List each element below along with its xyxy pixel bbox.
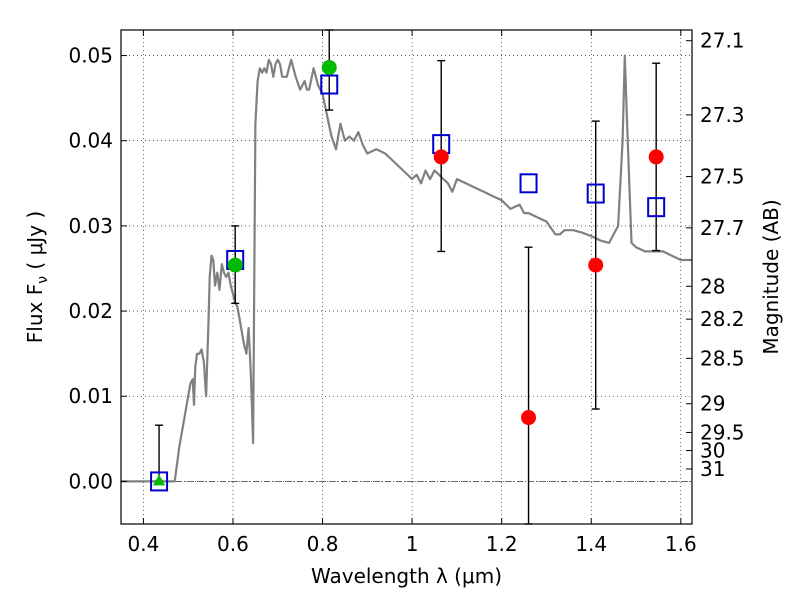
model-bandpass-square: [150, 471, 169, 492]
y2-tick-label: 29: [700, 392, 725, 416]
x-axis-label: Wavelength λ (μm): [311, 564, 502, 588]
observed-point-circle: [588, 257, 604, 273]
x-tick-label: 1: [406, 532, 419, 556]
y2-axis-label: Magnitude (AB): [759, 199, 783, 354]
y2-tick-label: 28.5: [700, 346, 745, 370]
model-bandpass-square: [586, 183, 605, 204]
model-spectrum: [121, 54, 692, 483]
x-tick-label: 1.6: [665, 532, 697, 556]
y2-tick-label: 27.7: [700, 216, 745, 240]
y-axis-label-main: Flux F: [23, 284, 47, 343]
x-tick-label: 1.4: [575, 532, 607, 556]
model-bandpass-square: [519, 173, 538, 194]
model-bandpass-square: [647, 197, 666, 218]
error-bars: [155, 29, 661, 525]
ticks: 0.4 0.6 0.8 1 1.2 1.4 1.6 0.00 0.01 0.02 0.03 0.04 0…: [68, 29, 744, 556]
y2-tick-label: 27.5: [700, 165, 745, 189]
y-tick-label: 0.02: [68, 299, 113, 323]
y2-tick-label: 28: [700, 274, 725, 298]
observed-point-circle: [521, 410, 537, 426]
observed-point-circle: [321, 59, 337, 75]
y-axis-label-subscript: ν: [35, 276, 51, 284]
model-spectrum-line: [121, 54, 692, 483]
y2-tick-label: 28.2: [700, 307, 745, 331]
observed-point-circle: [227, 257, 243, 273]
y-tick-label: 0.03: [68, 214, 113, 238]
x-tick-label: 0.6: [217, 532, 249, 556]
x-tick-label: 1.2: [486, 532, 518, 556]
y-tick-label: 0.01: [68, 384, 113, 408]
y-tick-label: 0.00: [68, 469, 113, 493]
y2-tick-label: 27.1: [700, 29, 745, 53]
model-bandpass-square: [320, 74, 339, 95]
x-tick-label: 0.8: [307, 532, 339, 556]
y2-tick-label: 31: [700, 457, 725, 481]
y2-tick-label: 29.5: [700, 420, 745, 444]
data-points: [150, 59, 666, 492]
y-tick-label: 0.04: [68, 129, 113, 153]
x-tick-label: 0.4: [127, 532, 159, 556]
y2-tick-label: 30: [700, 438, 725, 462]
observed-point-circle: [648, 149, 664, 165]
y-tick-label: 0.05: [68, 44, 113, 68]
observed-point-circle: [433, 149, 449, 165]
grid: [121, 30, 692, 524]
plot-frame: [120, 29, 693, 525]
y-axis-label: Flux Fν ( μJy ): [23, 211, 51, 343]
y-axis-label-unit: ( μJy ): [23, 211, 47, 276]
observed-point-triangle: [153, 474, 166, 486]
y2-tick-label: 27.3: [700, 103, 745, 127]
